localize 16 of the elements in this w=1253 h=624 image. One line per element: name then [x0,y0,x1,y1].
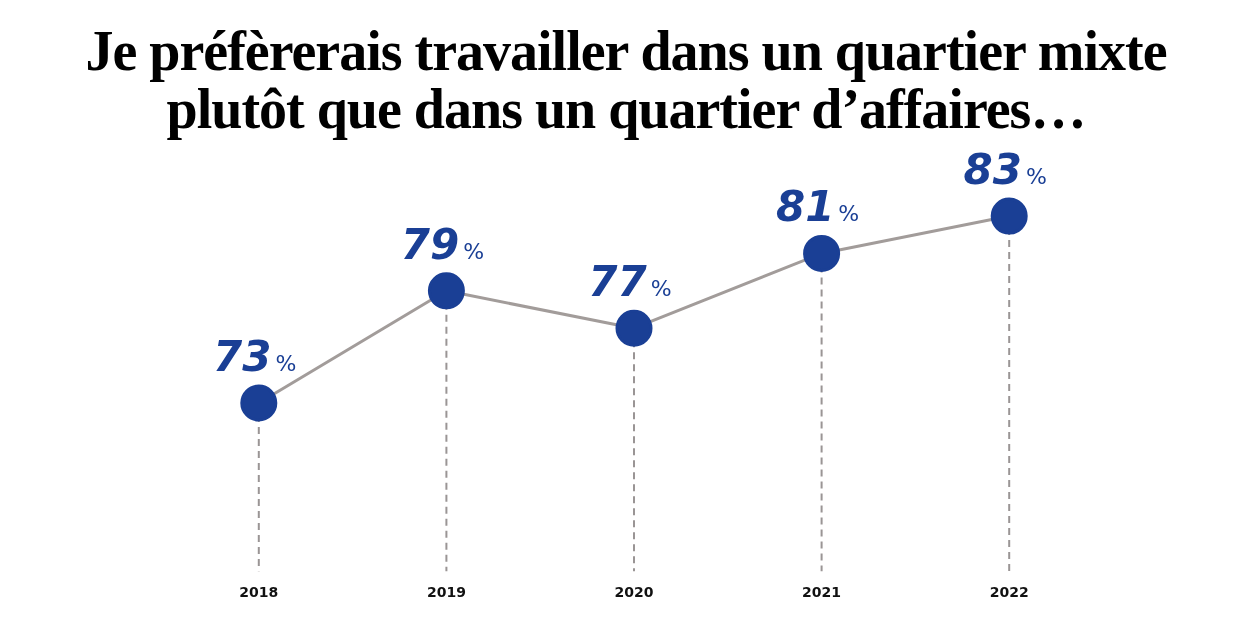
x-tick-label: 2021 [802,584,842,601]
x-tick-label: 2022 [989,584,1029,601]
x-tick-label: 2018 [239,584,279,601]
point [427,272,465,310]
point [990,197,1028,235]
point [615,309,653,347]
data-label: 73% [213,331,297,381]
data-label: 79% [400,219,485,269]
data-label: 83% [963,145,1047,195]
point [803,234,841,272]
x-tick-label: 2020 [614,584,654,601]
data-label: 77% [588,257,672,307]
x-tick-label: 2019 [426,584,466,601]
point [240,384,278,422]
data-label: 81% [775,182,860,232]
chart-title: Je préfèrerais travailler dans un quartier mixte plutôt que dans un quartier d’affaires… [84,20,1168,140]
